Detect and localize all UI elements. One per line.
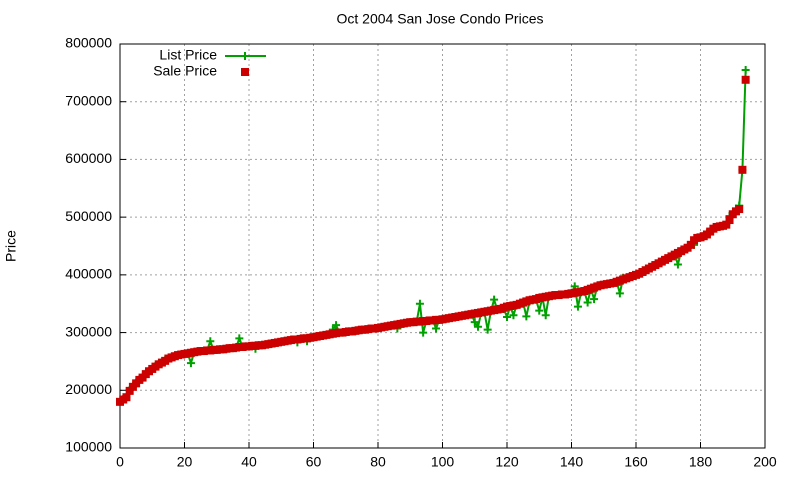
data-point — [535, 306, 544, 315]
data-point — [122, 393, 131, 402]
data-point — [419, 328, 428, 337]
data-point — [673, 260, 682, 269]
data-point — [590, 295, 599, 304]
chart-title: Oct 2004 San Jose Condo Prices — [336, 11, 543, 27]
data-point — [686, 240, 695, 249]
data-point — [490, 295, 499, 304]
y-axis-label: Price — [3, 230, 19, 262]
plot-frame — [119, 43, 766, 449]
y-tick-label: 100000 — [65, 439, 112, 455]
legend-marker — [241, 68, 249, 76]
x-tick-label: 0 — [116, 454, 124, 470]
x-tick-label: 80 — [370, 454, 386, 470]
x-tick-label: 100 — [431, 454, 455, 470]
data-point — [509, 311, 518, 320]
x-tick-label: 200 — [753, 454, 777, 470]
data-point — [541, 311, 550, 320]
legend-label: List Price — [159, 47, 217, 63]
y-tick-label: 600000 — [65, 150, 112, 166]
x-tick-label: 160 — [624, 454, 648, 470]
legend-label: Sale Price — [153, 63, 217, 79]
x-tick-label: 60 — [306, 454, 322, 470]
y-tick-label: 300000 — [65, 323, 112, 339]
x-tick-label: 120 — [495, 454, 519, 470]
data-point — [332, 321, 341, 330]
data-point — [738, 165, 747, 174]
data-point — [470, 318, 479, 327]
data-point — [741, 65, 750, 74]
data-point — [722, 220, 731, 229]
x-tick-label: 20 — [177, 454, 193, 470]
data-point — [573, 302, 582, 311]
legend-marker — [241, 52, 249, 60]
x-tick-label: 40 — [241, 454, 257, 470]
data-point — [206, 337, 215, 346]
data-point — [473, 322, 482, 331]
data-point — [415, 299, 424, 308]
data-point — [125, 386, 134, 395]
data-point — [503, 312, 511, 321]
data-point — [615, 289, 624, 298]
y-tick-label: 200000 — [65, 381, 112, 397]
x-tick-label: 180 — [689, 454, 713, 470]
data-point — [432, 324, 441, 333]
data-point — [186, 359, 195, 368]
data-point — [741, 75, 750, 84]
y-tick-label: 500000 — [65, 208, 112, 224]
y-tick-label: 800000 — [65, 35, 112, 51]
data-point — [522, 312, 531, 321]
data-point — [235, 334, 244, 343]
data-point — [725, 216, 734, 225]
y-tick-label: 400000 — [65, 266, 112, 282]
data-point — [583, 298, 592, 307]
data-point — [735, 205, 744, 214]
y-tick-label: 700000 — [65, 92, 112, 108]
x-tick-label: 140 — [560, 454, 584, 470]
data-point — [483, 325, 492, 334]
